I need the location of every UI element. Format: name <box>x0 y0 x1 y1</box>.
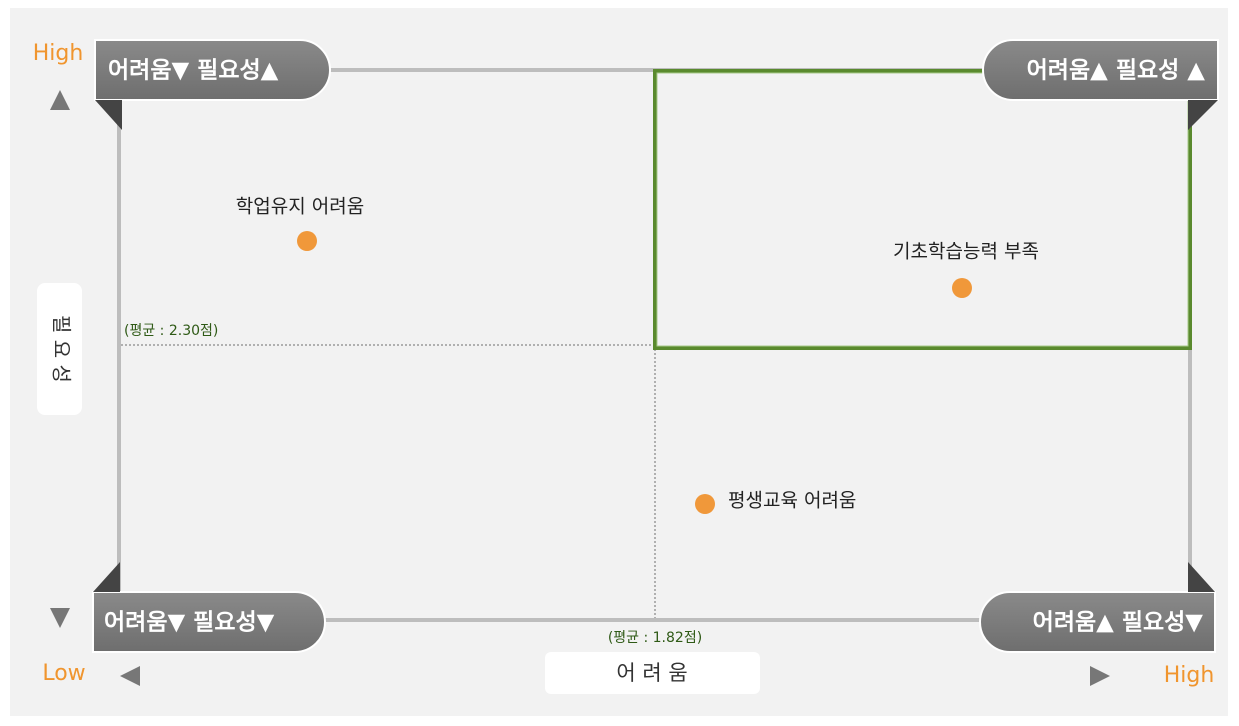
quadrant-label: 어려움▲ 필요성▼ <box>1033 610 1204 636</box>
average-lines <box>121 344 656 618</box>
point <box>952 278 972 298</box>
x-axis-label: 어 려 움 <box>616 661 687 685</box>
point-label: 학업유지 어려움 <box>236 196 364 218</box>
corner-tabs <box>92 39 1219 653</box>
quadrant-label: 어려움▼ 필요성▲ <box>108 58 279 84</box>
x-high: High <box>1164 663 1215 688</box>
y-high: High <box>33 41 84 66</box>
point-label: 평생교육 어려움 <box>728 490 856 512</box>
y-axis-label: 필 요 성 <box>50 315 74 383</box>
quadrant-label: 어려움▲ 필요성 ▲ <box>1027 58 1206 84</box>
point <box>695 494 715 514</box>
x-low: Low <box>42 661 85 686</box>
highlight-box-inner <box>656 72 1189 347</box>
y-label-box <box>37 283 82 415</box>
point <box>297 231 317 251</box>
y-average: (평균 : 2.30점) <box>124 323 218 339</box>
x-label-box <box>545 652 760 694</box>
x-average: (평균 : 1.82점) <box>608 630 702 646</box>
quadrant-label: 어려움▼ 필요성▼ <box>104 610 275 636</box>
highlight-box <box>653 69 1192 350</box>
point-label: 기초학습능력 부족 <box>893 241 1039 263</box>
